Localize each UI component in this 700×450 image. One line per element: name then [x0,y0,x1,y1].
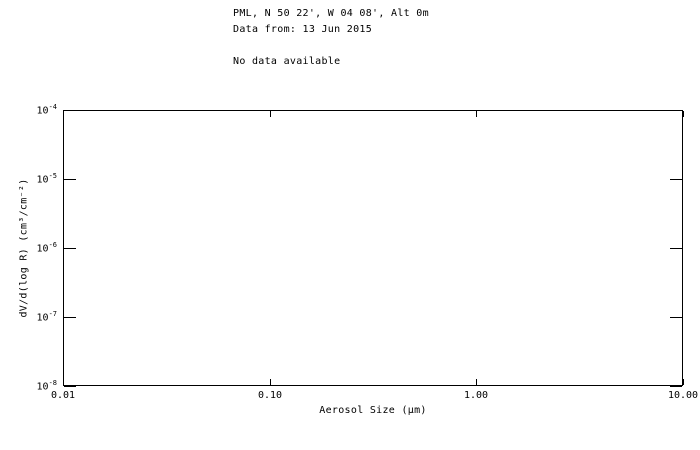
y-major-tick [64,248,76,249]
x-major-tick [476,379,477,385]
y-axis-title: dV/d(log R) (cm³/cm⁻²) [18,178,30,318]
y-tick-exponent: -7 [48,310,57,318]
y-major-tick-right [670,179,682,180]
y-tick-label: 10-6 [36,241,57,255]
x-major-tick-top [476,111,477,117]
y-major-tick-right [670,110,682,111]
y-tick-exponent: -4 [48,103,57,111]
status-message: No data available [233,56,341,67]
y-major-tick-right [670,248,682,249]
data-date-line: Data from: 13 Jun 2015 [233,24,373,35]
y-tick-label: 10-7 [36,310,57,324]
x-tick-label: 1.00 [463,390,489,401]
x-major-tick [270,379,271,385]
y-tick-label: 10-5 [36,172,57,186]
x-axis-title: Aerosol Size (µm) [319,405,427,416]
station-info-line: PML, N 50 22', W 04 08', Alt 0m [233,8,429,19]
x-tick-label: 0.10 [257,390,283,401]
y-tick-exponent: -5 [48,172,57,180]
y-major-tick-right [670,386,682,387]
y-major-tick [64,317,76,318]
plot-frame [63,110,683,386]
y-major-tick [64,386,76,387]
y-major-tick [64,110,76,111]
x-tick-label: 0.01 [50,390,76,401]
y-tick-exponent: -8 [48,379,57,387]
x-major-tick-top [683,111,684,117]
x-major-tick-top [270,111,271,117]
y-major-tick-right [670,317,682,318]
y-tick-exponent: -6 [48,241,57,249]
x-major-tick-top [63,111,64,117]
y-major-tick [64,179,76,180]
y-tick-label: 10-8 [36,379,57,393]
y-tick-label: 10-4 [36,103,57,117]
x-major-tick [63,379,64,385]
x-major-tick [683,379,684,385]
x-tick-label: 10.00 [667,390,699,401]
